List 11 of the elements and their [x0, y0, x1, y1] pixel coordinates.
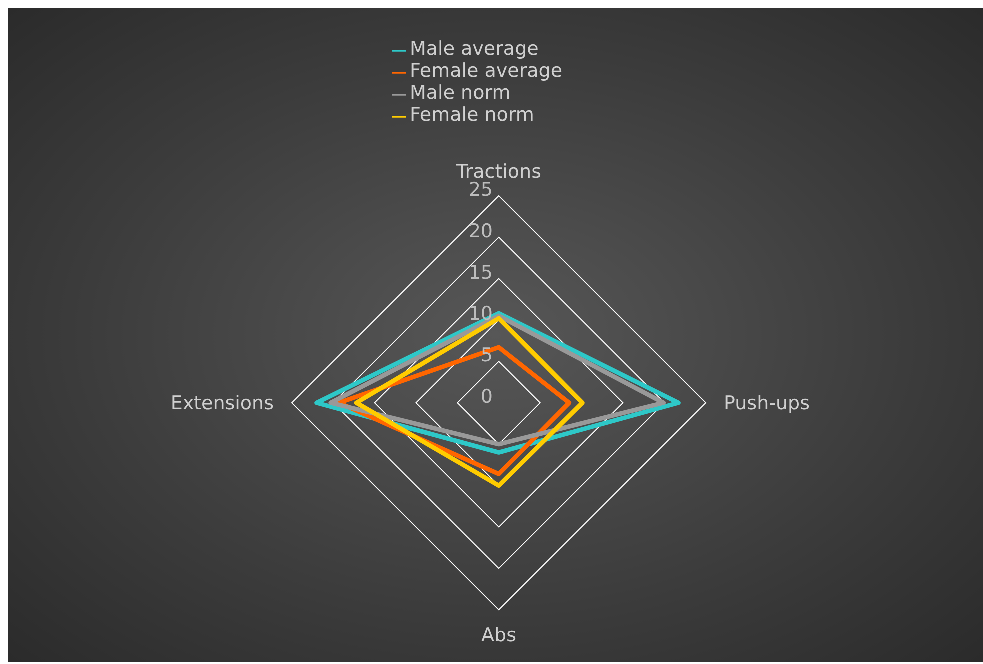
legend-label: Female average — [410, 60, 563, 82]
legend-label: Male average — [410, 38, 539, 60]
spoke-label: Push-ups — [724, 392, 810, 415]
y-tick-label: 0 — [480, 386, 493, 408]
y-tick-label: 15 — [468, 262, 493, 284]
spoke-label: Extensions — [170, 392, 274, 415]
legend-label: Male norm — [410, 82, 511, 104]
y-tick-label: 10 — [468, 303, 493, 326]
y-tick-label: 20 — [468, 220, 493, 242]
spoke-label: Abs — [482, 624, 516, 646]
legend-label: Female norm — [410, 104, 534, 126]
